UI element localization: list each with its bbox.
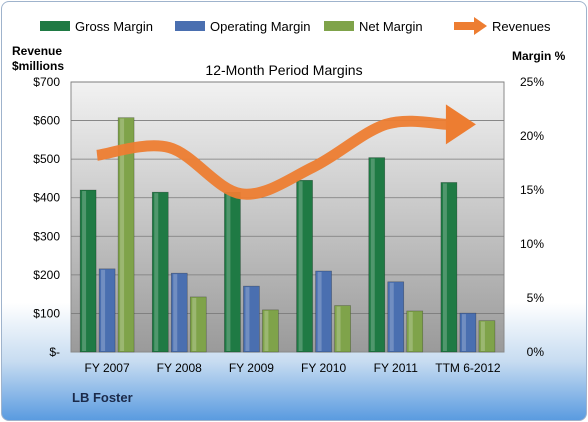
right-tick-label: 25% <box>520 75 544 89</box>
bar-operating-margin <box>459 312 477 353</box>
legend-swatch <box>175 21 205 31</box>
bar-gross-margin <box>440 182 458 353</box>
bar-net-margin <box>117 117 135 353</box>
legend: Gross Margin Operating Margin Net Margin Re… <box>40 17 551 35</box>
revenues-arrowhead <box>445 104 476 145</box>
bar-highlight <box>442 183 447 351</box>
bar-gross-margin <box>368 157 386 353</box>
left-tick-label: $500 <box>33 152 60 166</box>
bar-highlight <box>173 274 178 351</box>
left-tick-label: $400 <box>33 191 60 205</box>
bar-operating-margin <box>387 281 405 353</box>
right-axis-label: Margin % <box>512 49 566 63</box>
chart-title: 12-Month Period Margins <box>205 62 362 78</box>
left-tick-label: $- <box>49 345 60 359</box>
right-tick-label: 15% <box>520 183 544 197</box>
bar-highlight <box>226 193 231 351</box>
right-tick-label: 5% <box>527 291 545 305</box>
legend-label: Gross Margin <box>75 19 153 34</box>
category-label: FY 2010 <box>301 361 346 375</box>
bar-highlight <box>154 193 159 351</box>
legend-arrowhead <box>474 17 487 35</box>
bar-highlight <box>370 158 375 351</box>
right-tick-label: 10% <box>520 237 544 251</box>
right-tick-label: 20% <box>520 129 544 143</box>
bar-highlight <box>336 306 341 351</box>
bar-highlight <box>264 310 269 351</box>
bar-operating-margin <box>170 272 188 353</box>
bar-highlight <box>101 269 106 351</box>
category-label: FY 2008 <box>157 361 202 375</box>
company-label: LB Foster <box>72 390 133 405</box>
bar-operating-margin <box>98 268 116 353</box>
right-tick-label: 0% <box>527 345 545 359</box>
bar-net-margin <box>406 310 424 353</box>
left-tick-label: $300 <box>33 229 60 243</box>
bar-highlight <box>245 287 250 351</box>
revenues-line <box>96 115 449 200</box>
bar-operating-margin <box>315 270 332 353</box>
legend-swatch <box>40 21 70 31</box>
category-label: FY 2007 <box>85 361 130 375</box>
category-label: TTM 6-2012 <box>435 361 501 375</box>
legend-label: Revenues <box>492 19 551 34</box>
bar-highlight <box>408 311 413 351</box>
bar-highlight <box>120 118 125 351</box>
left-tick-label: $700 <box>33 75 60 89</box>
bar-highlight <box>317 272 322 351</box>
legend-label: Operating Margin <box>210 19 310 34</box>
bar-net-margin <box>262 309 279 353</box>
bar-highlight <box>389 282 394 351</box>
left-axis-label: Revenue $millions <box>12 44 64 73</box>
bar-net-margin <box>189 296 207 353</box>
bar-highlight <box>82 191 87 351</box>
bar-highlight <box>298 181 303 351</box>
bar-highlight <box>480 321 485 351</box>
bar-operating-margin <box>243 285 260 353</box>
bar-gross-margin <box>151 191 169 353</box>
bar-gross-margin <box>296 179 313 353</box>
left-axis-label-line: $millions <box>12 59 64 73</box>
left-tick-label: $600 <box>33 114 60 128</box>
bar-gross-margin <box>79 189 97 353</box>
bar-highlight <box>461 314 466 351</box>
legend-swatch <box>324 21 354 31</box>
left-axis-label-line: Revenue <box>12 44 62 58</box>
bar-net-margin <box>334 305 351 353</box>
bar-highlight <box>192 297 197 351</box>
left-tick-label: $100 <box>33 306 60 320</box>
bar-net-margin <box>478 320 496 353</box>
category-label: FY 2009 <box>229 361 274 375</box>
left-tick-label: $200 <box>33 268 60 282</box>
category-label: FY 2011 <box>374 361 419 375</box>
legend-label: Net Margin <box>359 19 423 34</box>
